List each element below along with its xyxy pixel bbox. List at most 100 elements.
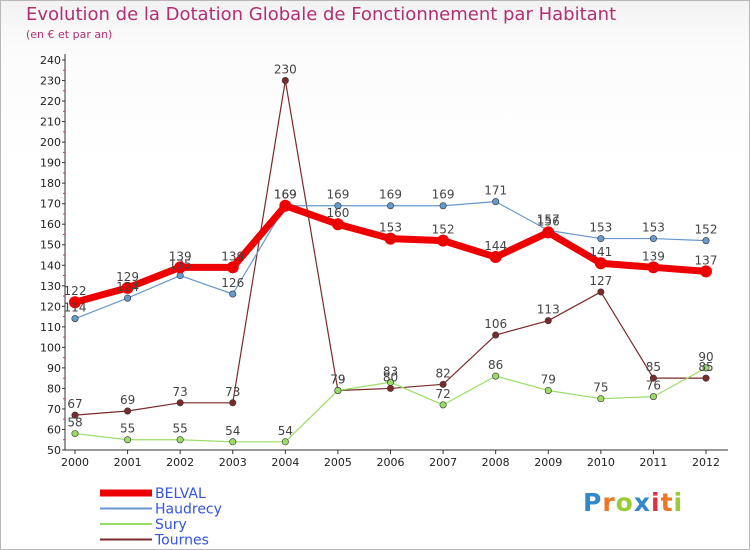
series-haudrecy xyxy=(71,198,710,323)
data-label: 82 xyxy=(435,366,450,380)
data-point xyxy=(649,393,657,401)
y-tick-label: 240 xyxy=(40,54,61,67)
data-label: 79 xyxy=(330,372,345,386)
y-tick-label: 50 xyxy=(47,444,61,457)
data-label: 67 xyxy=(67,397,82,411)
y-tick-label: 190 xyxy=(40,157,61,170)
data-point xyxy=(121,281,134,294)
logo-letter: o xyxy=(615,488,634,517)
data-label: 106 xyxy=(484,317,507,331)
data-point xyxy=(334,202,342,210)
x-tick-label: 2009 xyxy=(534,456,562,469)
data-point xyxy=(492,372,500,380)
data-point xyxy=(597,235,605,243)
data-point xyxy=(281,438,289,446)
data-label: 85 xyxy=(698,360,713,374)
logo-letter: i xyxy=(651,488,661,517)
data-point xyxy=(597,288,605,296)
legend-label: Tournes xyxy=(154,533,209,549)
series-sury xyxy=(71,364,710,446)
x-tick-label: 2003 xyxy=(219,456,247,469)
chart-axes: 50 60 70 80 90 100 110 120 130 140 150 160 170 180 190… xyxy=(40,54,728,469)
data-label: 79 xyxy=(330,372,345,386)
data-point xyxy=(71,315,79,323)
data-label: 75 xyxy=(593,381,608,395)
logo-letter: i xyxy=(673,488,684,517)
y-tick-label: 80 xyxy=(47,382,61,395)
x-tick-label: 2007 xyxy=(429,456,457,469)
y-tick-label: 70 xyxy=(47,403,61,416)
data-point xyxy=(281,77,289,85)
data-point xyxy=(649,374,657,382)
data-label: 85 xyxy=(646,360,661,374)
data-labels-layer: 67 69 73 73 230 79 80 82 106 113 127 85 85 58 55 55 54 54… xyxy=(64,63,718,438)
data-label: 83 xyxy=(383,364,398,378)
data-label: 137 xyxy=(695,253,718,267)
y-tick-label: 170 xyxy=(40,198,61,211)
data-label: 169 xyxy=(274,188,297,202)
data-label: 54 xyxy=(278,424,293,438)
data-point xyxy=(544,386,552,394)
data-point xyxy=(124,407,132,415)
data-point xyxy=(439,202,447,210)
data-point xyxy=(124,294,132,302)
data-label: 152 xyxy=(695,223,718,237)
logo-letter: P xyxy=(583,488,603,517)
data-point xyxy=(279,199,292,212)
data-label: 69 xyxy=(120,393,135,407)
data-label: 139 xyxy=(221,249,244,263)
data-point xyxy=(331,218,344,231)
chart-subtitle: (en € et par an) xyxy=(26,28,113,41)
data-label: 169 xyxy=(432,188,455,202)
logo-letter: r xyxy=(602,488,616,517)
legend-label: BELVAL xyxy=(155,486,206,502)
data-point xyxy=(542,226,555,239)
data-label: 230 xyxy=(274,63,297,77)
data-label: 139 xyxy=(169,249,192,263)
y-tick-label: 110 xyxy=(40,321,61,334)
data-point xyxy=(386,202,394,210)
data-label: 73 xyxy=(225,385,240,399)
x-tick-label: 2000 xyxy=(61,456,89,469)
data-label: 144 xyxy=(484,239,507,253)
data-point xyxy=(597,395,605,403)
legend-item-tournes: Tournes xyxy=(100,533,209,549)
data-label: 80 xyxy=(383,370,398,384)
data-label: 169 xyxy=(274,188,297,202)
data-label: 86 xyxy=(488,358,503,372)
data-label: 153 xyxy=(642,221,665,235)
series-layer xyxy=(69,77,712,446)
y-tick-label: 60 xyxy=(47,423,61,436)
data-point xyxy=(229,290,237,298)
data-label: 129 xyxy=(116,270,139,284)
chart-title: Evolution de la Dotation Globale de Fonc… xyxy=(26,4,617,25)
legend-item-haudrecy: Haudrecy xyxy=(100,502,222,518)
data-point xyxy=(229,399,237,407)
x-tick-label: 2004 xyxy=(271,456,299,469)
y-tick-label: 130 xyxy=(40,280,61,293)
data-point xyxy=(124,436,132,444)
data-label: 114 xyxy=(64,301,87,315)
data-point xyxy=(437,234,450,247)
data-point xyxy=(176,436,184,444)
y-tick-label: 200 xyxy=(40,136,61,149)
y-tick-label: 220 xyxy=(40,95,61,108)
data-point xyxy=(647,261,660,274)
data-label: 127 xyxy=(589,274,612,288)
data-point xyxy=(700,265,712,278)
data-point xyxy=(176,399,184,407)
x-tick-label: 2008 xyxy=(482,456,510,469)
x-tick-label: 2010 xyxy=(587,456,615,469)
data-point xyxy=(544,317,552,325)
data-point xyxy=(492,198,500,206)
data-point xyxy=(702,364,710,372)
data-label: 141 xyxy=(589,245,612,259)
x-tick-label: 2012 xyxy=(692,456,720,469)
y-tick-label: 210 xyxy=(40,116,61,129)
data-label: 169 xyxy=(379,188,402,202)
data-point xyxy=(384,232,397,245)
data-point xyxy=(489,251,502,264)
